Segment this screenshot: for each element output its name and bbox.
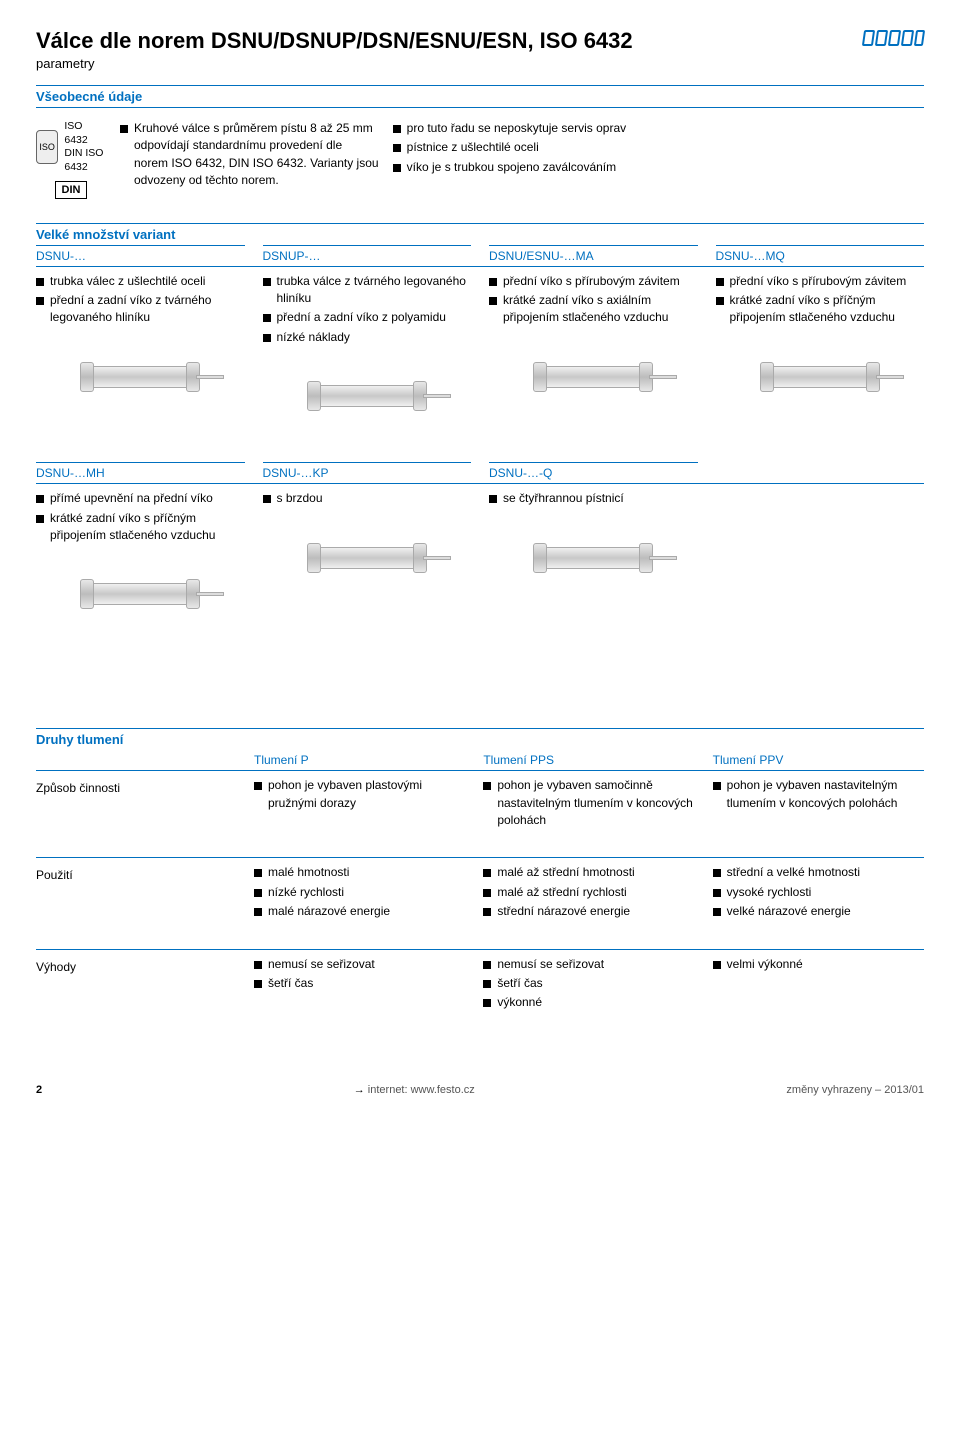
list-item: pro tuto řadu se neposkytuje servis opra…	[393, 120, 652, 137]
general-col-1: Kruhové válce s průměrem pístu 8 až 25 m…	[120, 120, 379, 199]
damping-row-use: Použití malé hmotnosti nízké rychlosti m…	[36, 864, 924, 922]
page-title: Válce dle norem DSNU/DSNUP/DSN/ESNU/ESN,…	[36, 28, 633, 54]
list-item: pohon je vybaven nastavitelným tlumením …	[713, 777, 924, 812]
damping-row-label: Použití	[36, 864, 236, 922]
list-item: pístnice z ušlechtilé oceli	[393, 139, 652, 156]
list-item: trubka válec z ušlechtilé oceli	[36, 273, 245, 290]
divider	[36, 107, 924, 108]
cylinder-illustration	[263, 356, 472, 436]
damping-col-head: Tlumení PPS	[483, 750, 694, 770]
variant-head: DSNU-…MH	[36, 462, 245, 483]
variant-row-2-body: přímé upevnění na přední víko krátké zad…	[36, 490, 924, 634]
page-number: 2	[36, 1084, 42, 1096]
din-box: DIN	[55, 181, 88, 199]
cylinder-illustration	[36, 554, 245, 634]
list-item: krátké zadní víko s příčným připojením s…	[36, 510, 245, 545]
list-item: malé až střední rychlosti	[483, 884, 694, 901]
cylinder-illustration	[489, 337, 698, 417]
section-heading-damping: Druhy tlumení	[36, 728, 924, 750]
damping-row-label: Výhody	[36, 956, 236, 1014]
list-item: šetří čas	[254, 975, 465, 992]
list-item: se čtyřhrannou pístnicí	[489, 490, 698, 507]
page-footer: 2 internet: www.festo.cz změny vyhrazeny…	[36, 1084, 924, 1096]
variant-head: DSNU-…-Q	[489, 462, 698, 483]
cylinder-illustration	[489, 518, 698, 598]
list-item: přední víko s přírubovým závitem	[489, 273, 698, 290]
list-item: velké nárazové energie	[713, 903, 924, 920]
variant-head: DSNU-…MQ	[716, 245, 925, 266]
list-item: víko je s trubkou spojeno zaválcováním	[393, 159, 652, 176]
variant-head: DSNU/ESNU-…MA	[489, 245, 698, 266]
list-item: velmi výkonné	[713, 956, 924, 973]
list-item: přední a zadní víko z tvárného legovanéh…	[36, 292, 245, 327]
general-col-2: pro tuto řadu se neposkytuje servis opra…	[393, 120, 652, 199]
variant-row-1-body: trubka válec z ušlechtilé oceli přední a…	[36, 273, 924, 437]
list-item: nemusí se seřizovat	[483, 956, 694, 973]
damping-row-advantages: Výhody nemusí se seřizovat šetří čas nem…	[36, 956, 924, 1014]
general-list-2: pro tuto řadu se neposkytuje servis opra…	[393, 120, 652, 176]
list-item: šetří čas	[483, 975, 694, 992]
list-item: výkonné	[483, 994, 694, 1011]
section-heading-general: Všeobecné údaje	[36, 85, 924, 107]
iso-icon: ISO	[36, 130, 58, 164]
section-heading-variants: Velké množství variant	[36, 223, 924, 245]
list-item: nízké náklady	[263, 329, 472, 346]
general-list-1: Kruhové válce s průměrem pístu 8 až 25 m…	[120, 120, 379, 190]
list-item: pohon je vybaven samočinně nastavitelným…	[483, 777, 694, 829]
list-item: přední a zadní víko z polyamidu	[263, 309, 472, 326]
iso-label-1: ISO 6432	[64, 120, 106, 147]
list-item: malé hmotnosti	[254, 864, 465, 881]
variant-head: DSNU-…KP	[263, 462, 472, 483]
list-item: malé nárazové energie	[254, 903, 465, 920]
page-subtitle: parametry	[36, 56, 633, 71]
list-item: střední a velké hmotnosti	[713, 864, 924, 881]
list-item: Kruhové válce s průměrem pístu 8 až 25 m…	[120, 120, 379, 190]
list-item: s brzdou	[263, 490, 472, 507]
variant-head: DSNUP-…	[263, 245, 472, 266]
damping-col-heads: Tlumení P Tlumení PPS Tlumení PPV	[36, 750, 924, 770]
damping-row-label: Způsob činnosti	[36, 777, 236, 831]
iso-label-2: DIN ISO 6432	[64, 147, 106, 174]
festo-logo	[863, 30, 924, 46]
list-item: vysoké rychlosti	[713, 884, 924, 901]
variant-head: DSNU-…	[36, 245, 245, 266]
cylinder-illustration	[716, 337, 925, 417]
list-item: nízké rychlosti	[254, 884, 465, 901]
damping-col-head: Tlumení P	[254, 750, 465, 770]
list-item: pohon je vybaven plastovými pružnými dor…	[254, 777, 465, 812]
iso-badge-block: ISO ISO 6432 DIN ISO 6432 DIN	[36, 120, 106, 199]
damping-col-head: Tlumení PPV	[713, 750, 924, 770]
list-item: přímé upevnění na přední víko	[36, 490, 245, 507]
cylinder-illustration	[263, 518, 472, 598]
footer-link[interactable]: internet: www.festo.cz	[354, 1084, 475, 1096]
list-item: střední nárazové energie	[483, 903, 694, 920]
cylinder-illustration	[36, 337, 245, 417]
page-header: Válce dle norem DSNU/DSNUP/DSN/ESNU/ESN,…	[36, 28, 924, 71]
general-row: ISO ISO 6432 DIN ISO 6432 DIN Kruhové vá…	[36, 114, 924, 209]
list-item: malé až střední hmotnosti	[483, 864, 694, 881]
list-item: nemusí se seřizovat	[254, 956, 465, 973]
footer-revision: změny vyhrazeny – 2013/01	[786, 1084, 924, 1096]
list-item: krátké zadní víko s příčným připojením s…	[716, 292, 925, 327]
variant-row-2-heads: DSNU-…MH DSNU-…KP DSNU-…-Q	[36, 462, 924, 483]
list-item: trubka válce z tvárného legovaného hliní…	[263, 273, 472, 308]
list-item: krátké zadní víko s axiálním připojením …	[489, 292, 698, 327]
variant-row-1-heads: DSNU-… DSNUP-… DSNU/ESNU-…MA DSNU-…MQ	[36, 245, 924, 266]
list-item: přední víko s přírubovým závitem	[716, 273, 925, 290]
damping-row-mode: Způsob činnosti pohon je vybaven plastov…	[36, 777, 924, 831]
